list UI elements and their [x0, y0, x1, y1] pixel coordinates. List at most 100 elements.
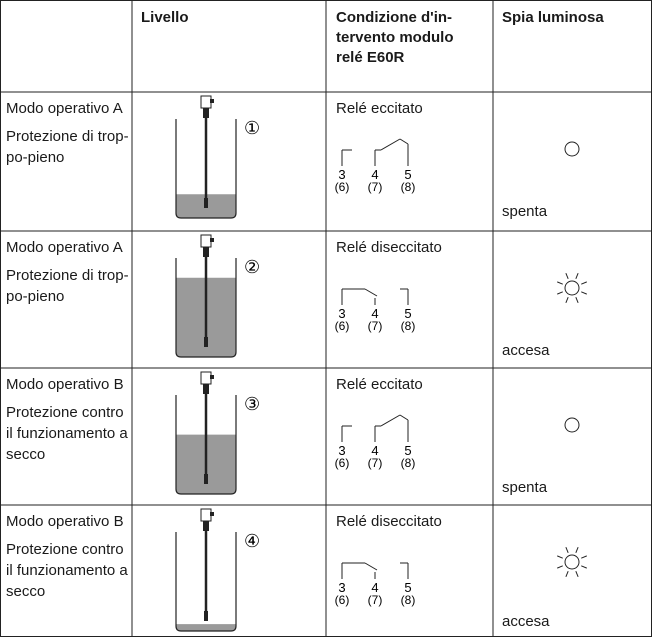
marker: ④ — [244, 531, 260, 551]
header-condition-2: tervento modulo — [336, 29, 454, 46]
description: Protezione di trop- — [6, 267, 129, 284]
sensor-cap — [210, 375, 214, 379]
header-level: Livello — [141, 9, 189, 26]
mode: Modo operativo B — [6, 513, 124, 530]
lamp-state: spenta — [502, 203, 548, 220]
marker: ② — [244, 257, 260, 277]
marker: ① — [244, 118, 260, 138]
lamp — [564, 417, 580, 433]
description: po-pieno — [6, 149, 65, 166]
description: Protezione di trop- — [6, 128, 129, 145]
lamp-ray — [557, 565, 563, 569]
lamp-ray — [581, 555, 587, 559]
lamp-ray — [565, 571, 569, 577]
description: po-pieno — [6, 288, 65, 305]
mode: Modo operativo A — [6, 239, 123, 256]
terminal: 5 — [404, 580, 411, 595]
lamp-ray — [565, 297, 569, 303]
terminal: 3 — [338, 580, 345, 595]
relay-state: Relé eccitato — [336, 376, 423, 393]
terminal: 4 — [371, 167, 378, 182]
sensor-neck — [203, 521, 209, 531]
lamp-ray — [557, 555, 563, 559]
mode: Modo operativo B — [6, 376, 124, 393]
terminal-alt: (7) — [368, 180, 383, 194]
marker: ③ — [244, 394, 260, 414]
terminal: 3 — [338, 443, 345, 458]
relay-line — [380, 138, 401, 151]
terminal-alt: (6) — [335, 456, 350, 470]
terminal-alt: (8) — [401, 593, 416, 607]
relay-state: Relé diseccitato — [336, 513, 442, 530]
lamp-ray — [575, 547, 579, 553]
lamp-state: spenta — [502, 479, 548, 496]
sensor-cap — [210, 238, 214, 242]
terminal: 4 — [371, 306, 378, 321]
lamp-ray — [581, 291, 587, 295]
sensor-cap — [210, 512, 214, 516]
relay-line — [380, 414, 401, 427]
terminal: 4 — [371, 443, 378, 458]
relay-state: Relé eccitato — [336, 100, 423, 117]
terminal-alt: (6) — [335, 319, 350, 333]
header-condition-3: relé E60R — [336, 49, 405, 66]
lamp-ray — [575, 273, 579, 279]
header-condition-1: Condizione d'in- — [336, 9, 453, 26]
description: Protezione contro — [6, 404, 124, 421]
tank — [175, 532, 237, 632]
sensor-head — [200, 371, 212, 385]
relay-line — [364, 288, 378, 297]
tank — [175, 119, 237, 219]
sensor-head — [200, 95, 212, 109]
lamp-state: accesa — [502, 342, 550, 359]
sensor-tip — [204, 198, 208, 208]
description: il funzionamento a — [6, 562, 128, 579]
terminal-alt: (8) — [401, 180, 416, 194]
header-lamp: Spia luminosa — [502, 9, 604, 26]
terminal-alt: (6) — [335, 180, 350, 194]
terminal: 5 — [404, 443, 411, 458]
lamp-ray — [565, 547, 569, 553]
terminal-alt: (8) — [401, 456, 416, 470]
terminal-alt: (8) — [401, 319, 416, 333]
relay-line — [399, 138, 409, 145]
description: il funzionamento a — [6, 425, 128, 442]
lamp-ray — [581, 565, 587, 569]
lamp — [564, 554, 580, 570]
terminal-alt: (7) — [368, 593, 383, 607]
terminal-alt: (6) — [335, 593, 350, 607]
lamp-ray — [575, 571, 579, 577]
lamp — [564, 280, 580, 296]
description: Protezione contro — [6, 541, 124, 558]
sensor-cap — [210, 99, 214, 103]
terminal: 3 — [338, 167, 345, 182]
lamp-ray — [581, 281, 587, 285]
terminal-alt: (7) — [368, 319, 383, 333]
relay-line — [364, 562, 378, 571]
sensor-tip — [204, 337, 208, 347]
tank — [175, 395, 237, 495]
sensor-neck — [203, 108, 209, 118]
description: secco — [6, 446, 46, 463]
lamp-state: accesa — [502, 613, 550, 630]
lamp-ray — [575, 297, 579, 303]
sensor-tip — [204, 474, 208, 484]
lamp-ray — [557, 281, 563, 285]
sensor-tip — [204, 611, 208, 621]
lamp-ray — [565, 273, 569, 279]
relay-state: Relé diseccitato — [336, 239, 442, 256]
terminal: 4 — [371, 580, 378, 595]
sensor-neck — [203, 384, 209, 394]
relay-line — [399, 414, 409, 421]
terminal: 5 — [404, 306, 411, 321]
sensor-head — [200, 508, 212, 522]
description: secco — [6, 583, 46, 600]
terminal-alt: (7) — [368, 456, 383, 470]
terminal: 5 — [404, 167, 411, 182]
sensor-head — [200, 234, 212, 248]
tank-fill — [176, 624, 236, 631]
sensor-neck — [203, 247, 209, 257]
mode: Modo operativo A — [6, 100, 123, 117]
